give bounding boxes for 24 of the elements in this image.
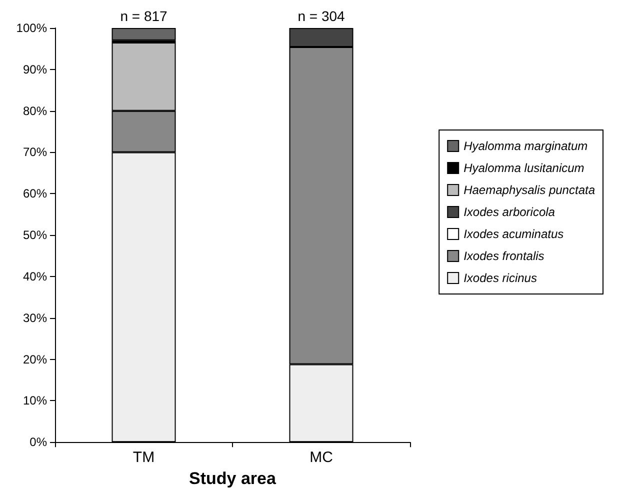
y-tick-label: 0% xyxy=(30,435,48,450)
y-tick-label: 60% xyxy=(22,186,48,201)
y-tick-label: 80% xyxy=(22,104,48,118)
y-tick-label: 10% xyxy=(22,394,48,408)
legend-label: Ixodes arboricola xyxy=(464,205,556,219)
y-tick-label: 30% xyxy=(22,310,48,325)
y-tick-label: 40% xyxy=(22,269,48,284)
annotation: n = 817 xyxy=(120,8,168,24)
legend-label: Ixodes frontalis xyxy=(464,249,544,263)
legend-label: Ixodes ricinus xyxy=(464,271,537,285)
annotation: n = 304 xyxy=(298,8,346,24)
bar xyxy=(112,28,176,40)
legend-label: Ixodes acuminatus xyxy=(464,227,564,241)
x-tick-label: MC xyxy=(310,449,334,466)
y-tick-label: 50% xyxy=(22,228,48,242)
y-tick-label: 70% xyxy=(22,145,48,160)
x-tick-label: TM xyxy=(132,449,155,466)
legend-label: Hyalomma marginatum xyxy=(464,139,588,153)
y-tick-label: 20% xyxy=(22,352,48,366)
x-axis-title: Study area xyxy=(189,469,276,488)
legend-label: Hyalomma lusitanicum xyxy=(464,161,584,175)
legend-label: Haemaphysalis punctata xyxy=(464,183,596,197)
y-tick-label: 90% xyxy=(22,62,48,76)
y-tick-label: 100% xyxy=(16,21,48,35)
